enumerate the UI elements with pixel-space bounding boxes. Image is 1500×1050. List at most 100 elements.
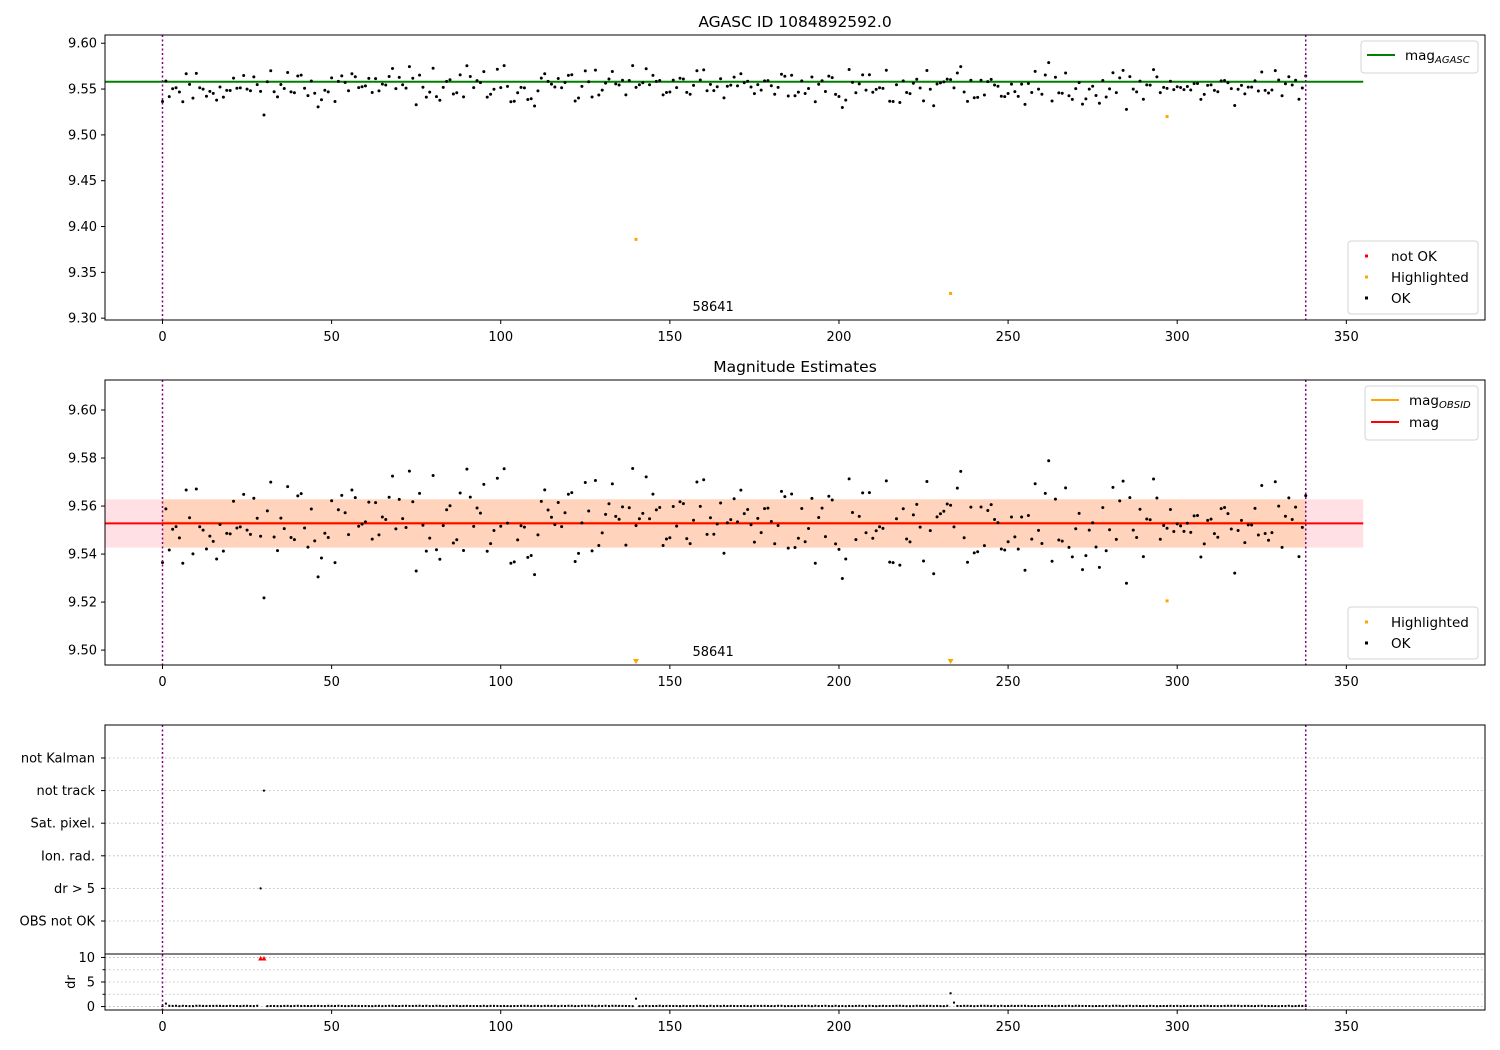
chart1-ok-point-233 [949,503,953,507]
chart0-ok-point-75 [414,103,418,107]
chart1-ok-point-59 [360,522,364,526]
chart2-dr-point-65 [381,1005,384,1008]
chart0-ok-point-336 [1297,97,1301,101]
chart0-ok-point-180 [769,84,773,88]
chart0-ok-point-325 [1260,70,1264,74]
chart1-ok-point-152 [675,524,679,528]
chart0-ok-point-216 [891,99,895,103]
chart1-ok-point-323 [1253,506,1257,510]
chart0-ok-point-276 [1094,94,1098,98]
chart0-ok-point-266 [1060,91,1064,95]
chart2-dr-point-282 [1115,1004,1118,1007]
chart2-dr-point-16 [215,1004,218,1007]
chart2-dr-point-234 [952,1001,955,1004]
chart2-dr-point-302 [1182,1004,1185,1007]
chart2-dr-point-233 [949,992,952,995]
chart2-dr-point-92 [472,1005,475,1008]
chart2-dr-point-137 [624,1005,627,1008]
chart1-ok-point-179 [766,506,770,510]
chart0-ok-point-117 [556,77,560,81]
chart2-dr-point-316 [1230,1004,1233,1007]
chart0-ok-point-155 [685,90,689,94]
chart0-ok-point-58 [357,86,361,90]
chart1-legend-line-label-1: mag [1409,415,1439,431]
chart0-ok-point-30 [262,113,266,117]
chart0-ok-point-223 [915,77,919,81]
chart2-dr-point-130 [601,1005,604,1008]
chart2-dr-point-105 [516,1004,519,1007]
chart2-dr-point-243 [983,1004,986,1007]
chart0-ok-point-227 [928,87,932,91]
chart0-ok-point-140 [634,85,638,89]
chart2-dr-point-47 [320,1005,323,1008]
chart0-ok-point-196 [823,90,827,94]
chart2-dr-point-299 [1172,1005,1175,1008]
chart0-ok-point-314 [1223,78,1227,82]
chart0-ok-point-48 [323,88,327,92]
chart1-ok-point-228 [932,572,936,576]
chart2-dr-point-312 [1216,1005,1219,1008]
chart2-dr-point-206 [858,1004,861,1007]
chart1-ok-point-93 [475,506,479,510]
chart2-dr-point-144 [648,1005,651,1008]
chart2-dr-point-322 [1250,1005,1253,1008]
chart0-ok-point-193 [813,100,817,104]
chart1-ok-point-122 [573,559,577,563]
chart1-ok-point-286 [1128,496,1132,500]
chart2-dr-point-200 [837,1005,840,1008]
chart0-ok-point-68 [391,67,394,71]
chart1-ok-point-336 [1297,555,1301,559]
chart1-ok-point-120 [566,492,570,496]
chart0-ok-point-72 [404,86,408,90]
chart1-ok-point-254 [1020,515,1024,519]
chart0-ok-point-185 [786,94,790,98]
chart2-dr-point-147 [658,1004,661,1007]
chart0-ok-point-148 [661,93,665,97]
chart1-ok-point-165 [719,501,723,505]
chart0-ok-point-8 [188,82,192,86]
chart2-dr-point-337 [1301,1004,1304,1007]
chart2-dr-point-121 [570,1004,573,1007]
chart1-ok-point-159 [698,504,702,508]
chart2-dr-point-61 [367,1005,370,1008]
chart0-ok-point-332 [1283,82,1287,86]
chart2-dr-point-330 [1277,1005,1280,1008]
chart1-ok-point-310 [1209,517,1213,521]
chart0-ok-point-311 [1212,88,1216,92]
chart0-ok-point-294 [1155,75,1159,79]
chart1-ok-point-278 [1101,506,1105,510]
chart1-ok-point-115 [549,515,553,519]
chart0-ok-point-67 [387,75,391,79]
chart1-ok-point-178 [763,507,767,511]
chart0-ok-point-290 [1141,97,1145,101]
chart1-ok-point-23 [238,525,242,529]
chart2-dr-point-57 [354,1004,357,1007]
chart1-ok-point-81 [434,548,438,552]
chart2-dr-point-42 [303,1004,306,1007]
chart0-ok-point-220 [905,90,909,94]
chart1-ok-point-276 [1094,545,1098,549]
chart0-ytick-label-4: 9.50 [68,128,97,143]
chart1-ok-point-290 [1141,555,1145,559]
chart1-ok-point-66 [384,517,388,521]
chart1-ok-point-308 [1202,542,1206,546]
chart0-ytick-label-1: 9.35 [68,266,97,281]
chart2-dr-point-311 [1213,1004,1216,1007]
chart0-ok-point-49 [326,90,330,94]
chart0-ok-point-114 [546,79,550,83]
chart2-dr-point-99 [496,1004,499,1007]
chart1-ok-point-213 [881,526,885,530]
chart2-dr-point-215 [888,1004,891,1007]
chart2-dr-point-249 [1003,1005,1006,1008]
chart2-dr-point-222 [912,1005,915,1008]
chart2-dr-point-194 [817,1005,820,1008]
chart2-dr-point-32 [269,1004,272,1007]
chart2-dr-point-245 [990,1005,993,1008]
chart2-dr-point-141 [638,1005,641,1008]
chart1-ok-point-155 [685,537,689,541]
chart1-ok-point-58 [357,524,361,528]
chart2-dr-point-35 [279,1005,282,1008]
chart2-dr-point-100 [499,1005,502,1008]
chart2-axes-frame [104,724,1486,1011]
chart2-dr-point-49 [327,1004,330,1007]
